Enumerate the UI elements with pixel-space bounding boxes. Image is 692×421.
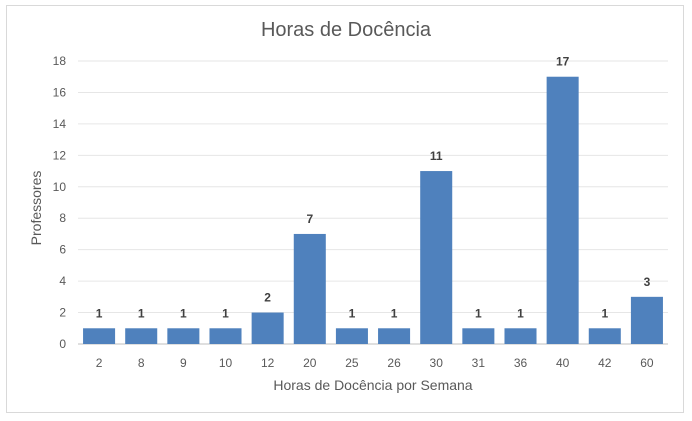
- chart-title: Horas de Docência: [261, 19, 432, 41]
- data-label: 1: [475, 306, 482, 320]
- x-tick-label: 26: [387, 356, 401, 370]
- data-label: 1: [222, 306, 229, 320]
- bar: [83, 328, 116, 344]
- x-tick-label: 31: [472, 356, 486, 370]
- x-axis-title: Horas de Docência por Semana: [273, 377, 472, 393]
- bar: [462, 328, 495, 344]
- y-tick-label: 14: [53, 117, 67, 131]
- bar: [251, 312, 284, 344]
- data-label: 3: [644, 275, 651, 289]
- bar: [504, 328, 537, 344]
- x-axis-ticks: 2 8 9 10 12 20 25 26 30 31 36 40 42 60: [96, 356, 654, 370]
- data-label: 1: [349, 306, 356, 320]
- x-tick-label: 9: [180, 356, 187, 370]
- x-tick-label: 36: [514, 356, 528, 370]
- y-axis-ticks: 0 2 4 6 8 10 12 14 16 18: [53, 54, 67, 351]
- bar: [209, 328, 242, 344]
- bar: [378, 328, 411, 344]
- y-tick-label: 12: [53, 148, 67, 162]
- data-label: 1: [96, 306, 103, 320]
- bars: [83, 76, 663, 344]
- bar: [630, 296, 663, 344]
- bar: [335, 328, 368, 344]
- y-axis-title: Professores: [28, 171, 44, 246]
- x-tick-label: 8: [138, 356, 145, 370]
- data-label: 17: [556, 55, 570, 69]
- bar: [588, 328, 621, 344]
- data-label: 2: [264, 291, 271, 305]
- bar: [546, 76, 579, 344]
- data-label: 1: [180, 306, 187, 320]
- data-label: 1: [138, 306, 145, 320]
- x-tick-label: 12: [261, 356, 275, 370]
- y-tick-label: 2: [59, 306, 66, 320]
- y-tick-label: 6: [59, 243, 66, 257]
- gridlines: [78, 60, 668, 345]
- bar: [125, 328, 158, 344]
- x-tick-label: 60: [640, 356, 654, 370]
- y-tick-label: 0: [59, 337, 66, 351]
- x-tick-label: 42: [598, 356, 612, 370]
- data-label: 1: [517, 306, 524, 320]
- data-label: 1: [601, 306, 608, 320]
- x-tick-label: 10: [219, 356, 233, 370]
- y-tick-label: 4: [59, 274, 66, 288]
- bar: [293, 233, 326, 344]
- data-label: 1: [391, 306, 398, 320]
- data-label: 11: [430, 149, 443, 163]
- x-tick-label: 2: [96, 356, 103, 370]
- bar: [420, 171, 453, 344]
- y-tick-label: 16: [53, 85, 67, 99]
- bar: [167, 328, 200, 344]
- x-tick-label: 25: [345, 356, 359, 370]
- x-tick-label: 40: [556, 356, 570, 370]
- y-tick-label: 18: [53, 54, 67, 68]
- x-tick-label: 30: [430, 356, 444, 370]
- y-tick-label: 10: [53, 180, 67, 194]
- data-label: 7: [306, 212, 313, 226]
- x-tick-label: 20: [303, 356, 317, 370]
- y-tick-label: 8: [59, 211, 66, 225]
